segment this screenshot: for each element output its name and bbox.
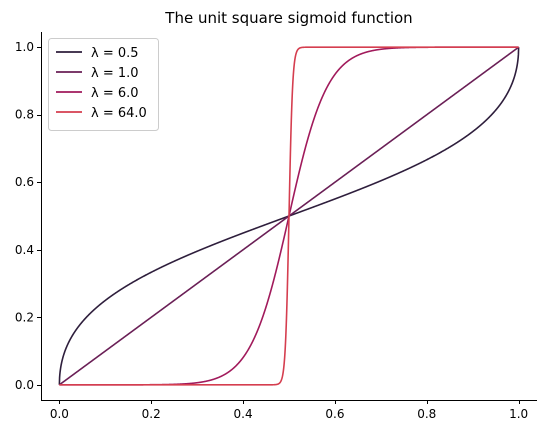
y-tick-label: 0.0 — [15, 378, 34, 392]
y-tick-label: 0.4 — [15, 243, 34, 257]
x-tick-label: 0.0 — [50, 407, 69, 421]
x-ticks: 0.0 0.2 0.4 0.6 0.8 1.0 — [50, 400, 528, 421]
axes — [41, 32, 537, 401]
chart-title: The unit square sigmoid function — [164, 9, 412, 27]
y-tick-label: 0.6 — [15, 175, 34, 189]
series-line-4 — [58, 46, 520, 386]
legend-label-1: λ = 0.5 — [91, 46, 139, 61]
legend-label-3: λ = 6.0 — [91, 86, 139, 101]
x-tick-label: 0.6 — [325, 407, 344, 421]
legend-label-2: λ = 1.0 — [91, 66, 139, 81]
y-tick-label: 0.2 — [15, 310, 34, 324]
x-tick-label: 0.4 — [234, 407, 253, 421]
y-tick-label: 0.8 — [15, 108, 34, 122]
series-lines — [58, 46, 520, 386]
y-tick-label: 1.0 — [15, 40, 34, 54]
x-tick-label: 1.0 — [509, 407, 528, 421]
y-ticks: 0.0 0.2 0.4 0.6 0.8 1.0 — [15, 40, 41, 392]
x-tick-label: 0.8 — [417, 407, 436, 421]
legend-frame — [48, 38, 159, 131]
legend: λ = 0.5 λ = 1.0 λ = 6.0 λ = 64.0 — [48, 38, 159, 131]
legend-label-4: λ = 64.0 — [91, 106, 147, 121]
x-tick-label: 0.2 — [142, 407, 161, 421]
